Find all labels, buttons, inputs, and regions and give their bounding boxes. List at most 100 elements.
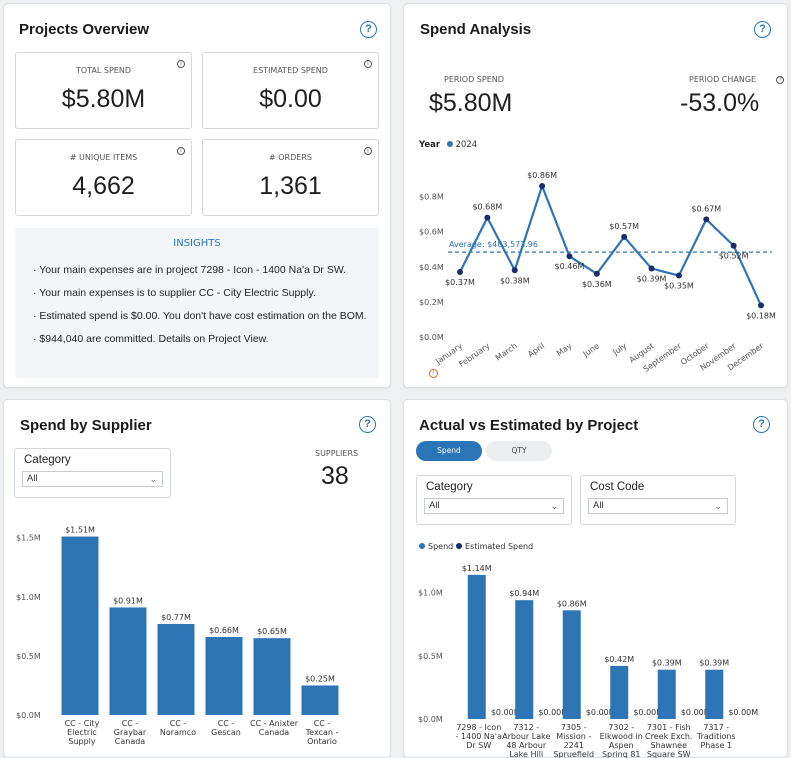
data-label: $0.00M [633, 708, 663, 717]
category-slicer[interactable]: Category All ⌄ [14, 448, 171, 498]
x-tick-label: Electric [67, 728, 97, 737]
category-dropdown[interactable]: All ⌄ [424, 498, 564, 514]
data-point [484, 214, 491, 221]
spend-toggle[interactable]: Spend [416, 441, 482, 461]
period-spend-value: $5.80M [429, 89, 513, 117]
legend-spend-icon [419, 543, 425, 549]
insight-item: · Estimated spend is $0.00. You don't ha… [33, 310, 367, 322]
x-tick-label: Ontario [307, 737, 337, 746]
data-label: $0.39M [637, 275, 667, 284]
info-icon[interactable]: i [364, 147, 372, 155]
data-label: $0.86M [527, 171, 557, 180]
cost-code-slicer[interactable]: Cost Code All ⌄ [580, 475, 736, 525]
average-label: Average: $483,573.96 [449, 240, 538, 249]
x-tick-label: Spruefield [553, 750, 594, 758]
data-label: $0.46M [555, 262, 585, 271]
x-tick-label: Mission - [556, 732, 591, 741]
x-tick-label: 7305 - [561, 723, 587, 732]
cost-code-dropdown[interactable]: All ⌄ [588, 498, 728, 514]
data-point [566, 253, 573, 260]
kpi-value: $5.80M [61, 85, 146, 113]
supplier-bar-chart: $0.0M $0.5M $1.0M $1.5M $1.51M CC - CityElect… [16, 526, 339, 746]
x-tick-label: - 1400 Na'a [456, 732, 502, 741]
x-tick-label: Square SW [647, 750, 691, 758]
insight-item: · $944,040 are committed. Details on Pro… [33, 333, 269, 345]
data-point [648, 265, 655, 272]
legend-spend: Spend [428, 542, 453, 551]
data-label: $0.00M [538, 708, 568, 717]
slicer-label: Cost Code [590, 481, 645, 493]
x-tick-label: CC - [314, 719, 331, 728]
data-label: $0.67M [691, 204, 721, 213]
suppliers-label: SUPPLIERS [315, 449, 359, 458]
unique-items-card: # UNIQUE ITEMS 4,662 i [15, 139, 192, 216]
x-tick-label: Gescan [211, 728, 241, 737]
x-tick-label: Noramco [160, 728, 196, 737]
info-icon[interactable]: i [177, 60, 185, 68]
insights-heading: INSIGHTS [173, 238, 221, 249]
data-label: $0.38M [500, 276, 530, 285]
help-icon[interactable]: ? [359, 416, 376, 433]
kpi-label: ESTIMATED SPEND [253, 66, 328, 75]
x-tick-label: March [494, 341, 519, 362]
kpi-label: TOTAL SPEND [75, 66, 132, 75]
dropdown-value: All [429, 500, 440, 511]
insights-box: INSIGHTS · Your main expenses are in pro… [15, 228, 379, 378]
legend-estimated: Estimated Spend [465, 542, 533, 551]
help-icon[interactable]: ? [360, 21, 377, 38]
bar [467, 574, 486, 719]
data-point [730, 242, 737, 249]
data-label: $0.42M [604, 655, 634, 664]
category-slicer[interactable]: Category All ⌄ [416, 475, 572, 525]
data-label: $0.35M [664, 282, 694, 291]
x-tick-label: Traditions [696, 732, 736, 741]
data-label: $0.86M [557, 599, 587, 608]
x-tick-label: Supply [68, 737, 96, 746]
x-tick-label: 7301 - Fish [647, 723, 691, 732]
period-spend-label: PERIOD SPEND [444, 75, 504, 84]
legend-title: Year [419, 140, 441, 150]
x-tick-label: July [611, 341, 629, 357]
info-icon[interactable]: i [177, 147, 185, 155]
category-dropdown[interactable]: All ⌄ [22, 471, 163, 487]
x-tick-label: Aspen [609, 741, 634, 750]
actual-vs-estimated-title: Actual vs Estimated by Project [419, 417, 639, 434]
x-tick-label: Dr SW [466, 741, 491, 750]
y-tick-label: $1.0M [16, 593, 41, 602]
chart-legend: Year 2024 [419, 140, 477, 150]
help-icon[interactable]: ? [754, 21, 771, 38]
spend-by-supplier-panel: Spend by Supplier ? Category All ⌄ SUPPL… [3, 399, 391, 758]
y-tick-label: $1.5M [16, 534, 41, 543]
warning-icon[interactable]: ! [429, 369, 438, 378]
series-line-2024 [459, 182, 762, 306]
bar [253, 638, 291, 715]
data-label: $0.00M [728, 708, 758, 717]
data-label: $0.39M [699, 659, 729, 668]
x-tick-label: 48 Arbour [506, 741, 547, 750]
x-tick-label: 7317 - [703, 723, 729, 732]
data-point [539, 183, 546, 190]
x-tick-label: Arbour Lake [502, 732, 550, 741]
help-icon[interactable]: ? [753, 416, 770, 433]
data-point [457, 269, 463, 276]
info-icon[interactable]: i [364, 60, 372, 68]
y-tick-label: $0.0M [419, 333, 444, 342]
y-tick-label: $0.0M [16, 711, 41, 720]
qty-toggle[interactable]: QTY [486, 441, 552, 461]
data-label: $1.14M [462, 564, 492, 573]
info-icon[interactable]: ? [776, 76, 784, 84]
slicer-label: Category [426, 481, 473, 493]
total-spend-card: TOTAL SPEND $5.80M i [15, 52, 192, 129]
y-tick-label: $0.0M [418, 715, 443, 724]
bar [610, 665, 629, 719]
x-tick-label: Lake Hill [509, 750, 543, 758]
data-label: $0.00M [491, 708, 521, 717]
data-point [511, 267, 518, 274]
bar [109, 607, 147, 715]
dropdown-value: All [593, 500, 604, 511]
x-tick-label: Graybar [114, 728, 147, 737]
spend-analysis-title: Spend Analysis [420, 21, 532, 38]
kpi-value: 4,662 [72, 172, 135, 200]
data-label: $0.52M [719, 252, 749, 261]
bar [515, 600, 534, 719]
